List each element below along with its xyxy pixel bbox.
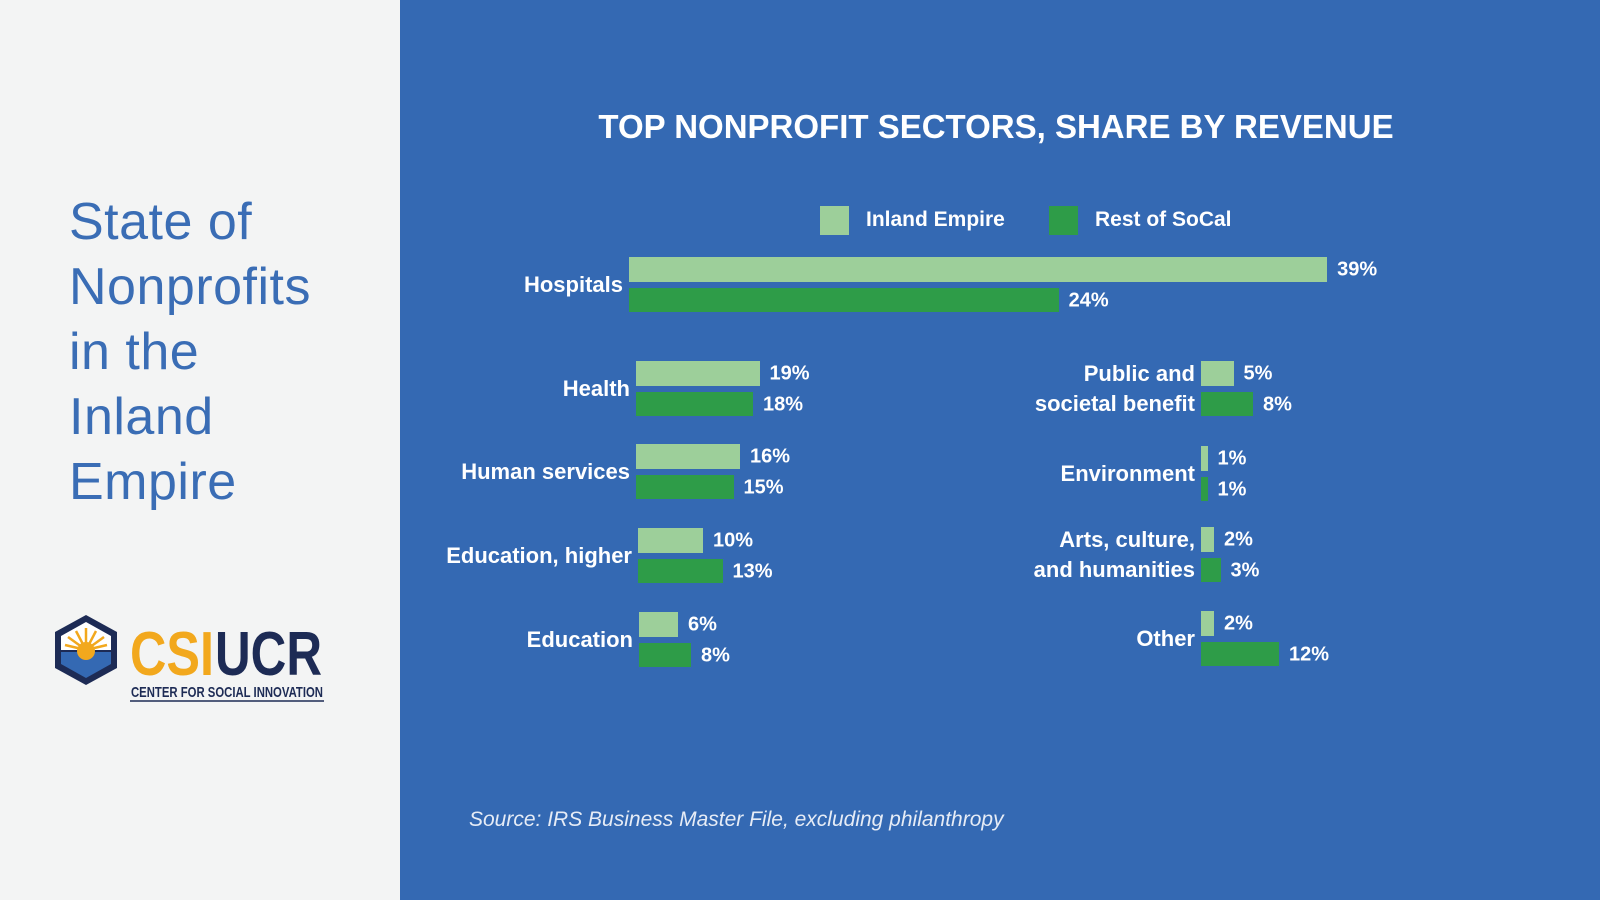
value-label: 2% bbox=[1224, 612, 1253, 635]
value-label: 39% bbox=[1337, 258, 1378, 281]
value-label: 2% bbox=[1224, 528, 1253, 551]
bar bbox=[638, 558, 723, 584]
legend-swatch bbox=[1049, 206, 1078, 235]
logo-right: UCR bbox=[215, 620, 322, 689]
value-label: 1% bbox=[1217, 447, 1247, 470]
side-title: State of Nonprofits in the Inland Empire bbox=[69, 193, 311, 511]
category-label: Health bbox=[562, 375, 630, 401]
value-label: 12% bbox=[1289, 643, 1330, 666]
bar bbox=[638, 528, 703, 553]
bar bbox=[1201, 476, 1208, 502]
category-label: Other bbox=[1136, 625, 1195, 651]
bar bbox=[636, 361, 760, 386]
chart-title: TOP NONPROFIT SECTORS, SHARE BY REVENUE bbox=[598, 108, 1394, 145]
value-label: 15% bbox=[743, 476, 784, 499]
bar bbox=[1201, 641, 1279, 667]
source-note: Source: IRS Business Master File, exclud… bbox=[469, 808, 1004, 831]
side-panel: State of Nonprofits in the Inland Empire… bbox=[0, 0, 400, 900]
value-label: 1% bbox=[1217, 478, 1247, 501]
category-label: Hospitals bbox=[523, 271, 623, 297]
value-label: 10% bbox=[713, 529, 754, 552]
logo-tagline: CENTER FOR SOCIAL INNOVATION bbox=[131, 684, 323, 701]
bar bbox=[636, 474, 734, 500]
logo-hex-top bbox=[61, 622, 111, 650]
value-label: 13% bbox=[732, 560, 773, 583]
legend-label: Inland Empire bbox=[866, 208, 1005, 231]
logo-sun bbox=[64, 628, 108, 652]
category-label: Education bbox=[526, 626, 633, 652]
value-label: 19% bbox=[769, 362, 810, 385]
value-label: 8% bbox=[701, 644, 730, 667]
bar bbox=[636, 444, 740, 469]
category-label: Human services bbox=[461, 458, 630, 484]
logo-left: CSI bbox=[130, 620, 214, 689]
category-label: Environment bbox=[1060, 460, 1195, 486]
bar bbox=[629, 287, 1059, 313]
bar bbox=[1201, 611, 1214, 636]
value-label: 5% bbox=[1243, 362, 1273, 385]
bar bbox=[1201, 361, 1234, 386]
logo-hex-bottom bbox=[61, 652, 111, 678]
bar bbox=[629, 257, 1328, 282]
bar bbox=[639, 612, 678, 637]
bar bbox=[1201, 557, 1221, 583]
logo-sun-core bbox=[77, 642, 95, 660]
bar bbox=[1201, 446, 1208, 471]
legend-swatch bbox=[820, 206, 849, 235]
bar bbox=[639, 642, 691, 668]
value-label: 18% bbox=[763, 393, 804, 416]
bar bbox=[636, 391, 753, 417]
bar bbox=[1201, 391, 1253, 417]
category-label: Education, higher bbox=[446, 542, 632, 568]
value-label: 3% bbox=[1230, 559, 1260, 582]
chart-panel bbox=[400, 0, 1600, 900]
value-label: 8% bbox=[1263, 393, 1292, 416]
value-label: 16% bbox=[750, 445, 791, 468]
logo-hexagon bbox=[55, 615, 117, 685]
value-label: 24% bbox=[1068, 289, 1109, 312]
legend-label: Rest of SoCal bbox=[1095, 208, 1232, 231]
category-label: Arts, culture, and humanities bbox=[1033, 526, 1195, 582]
value-label: 6% bbox=[688, 613, 717, 636]
category-label: Public and societal benefit bbox=[1034, 360, 1195, 416]
bar bbox=[1201, 527, 1214, 552]
